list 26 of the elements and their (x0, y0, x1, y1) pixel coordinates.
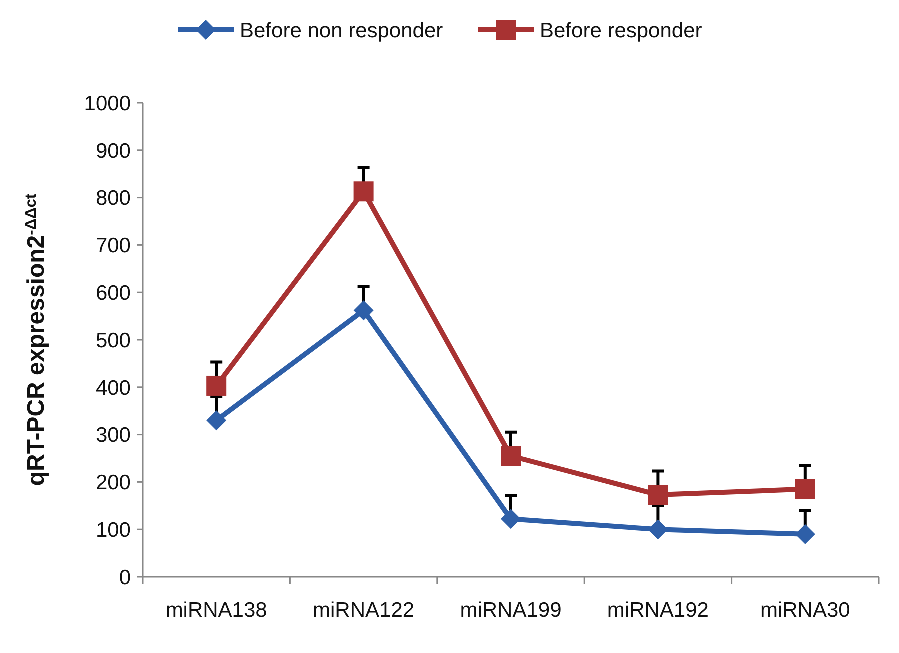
legend-label: Before non responder (240, 19, 444, 42)
y-tick-label: 400 (96, 376, 131, 400)
point (354, 300, 374, 321)
y-tick-label: 1000 (84, 92, 131, 116)
legend-label: Before responder (540, 19, 702, 42)
point (648, 485, 668, 505)
y-tick-label: 300 (96, 424, 131, 448)
x-tick-label: miRNA122 (313, 599, 415, 622)
x-tick-label: miRNA199 (460, 599, 562, 622)
y-tick-label: 100 (96, 518, 131, 542)
y-tick-label: 700 (96, 234, 131, 258)
y-tick-label: 600 (96, 282, 131, 305)
point (206, 376, 227, 396)
point (501, 509, 521, 530)
point (795, 479, 816, 500)
point (354, 182, 374, 202)
x-tick-label: miRNA30 (760, 599, 850, 622)
y-tick-label: 800 (96, 187, 131, 210)
point (501, 446, 521, 466)
point (206, 410, 227, 431)
y-tick-label: 200 (96, 472, 131, 495)
x-tick-label: miRNA192 (607, 599, 709, 622)
x-tick-label: miRNA138 (166, 599, 268, 622)
y-tick-label: 900 (96, 140, 131, 163)
y-tick-label: 0 (119, 566, 131, 590)
y-tick-label: 500 (96, 329, 131, 352)
